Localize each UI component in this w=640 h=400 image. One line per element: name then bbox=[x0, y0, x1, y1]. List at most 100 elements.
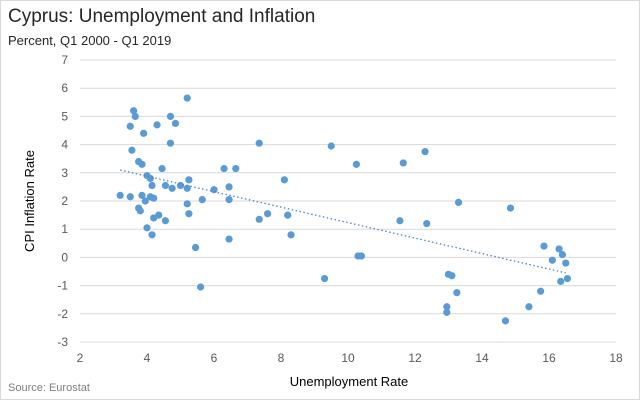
x-tick-label: 2 bbox=[77, 351, 84, 365]
data-point bbox=[396, 217, 404, 225]
data-point bbox=[357, 252, 365, 260]
data-point bbox=[506, 204, 515, 212]
data-point bbox=[225, 183, 233, 191]
data-point bbox=[443, 308, 451, 316]
x-tick-labels: 2 4 6 8 10 12 14 16 18 bbox=[77, 351, 623, 365]
data-point bbox=[423, 219, 431, 228]
chart-source: Source: Eurostat bbox=[8, 382, 90, 394]
data-point bbox=[448, 272, 456, 280]
chart-subtitle: Percent, Q1 2000 - Q1 2019 bbox=[8, 33, 172, 48]
y-tick-label: 6 bbox=[61, 81, 68, 95]
data-point bbox=[210, 186, 218, 194]
chart-title: Cyprus: Unemployment and Inflation bbox=[8, 6, 316, 27]
data-point bbox=[555, 245, 563, 253]
data-point bbox=[327, 142, 335, 150]
data-point bbox=[453, 289, 461, 297]
data-point bbox=[161, 181, 170, 190]
grid-lines bbox=[80, 59, 616, 343]
data-point bbox=[183, 184, 191, 192]
x-tick-label: 16 bbox=[542, 351, 556, 365]
data-point bbox=[166, 112, 175, 120]
data-point bbox=[540, 242, 548, 250]
data-point bbox=[128, 146, 136, 154]
data-point bbox=[280, 176, 288, 184]
y-tick-label: -3 bbox=[57, 335, 68, 349]
data-point bbox=[557, 277, 565, 285]
data-point bbox=[548, 256, 556, 264]
data-point bbox=[185, 210, 193, 218]
data-point bbox=[563, 274, 572, 283]
data-point bbox=[255, 139, 263, 147]
data-point bbox=[166, 139, 175, 147]
data-point bbox=[148, 181, 156, 190]
data-point bbox=[537, 287, 545, 295]
x-tick-label: 6 bbox=[211, 351, 218, 365]
data-point bbox=[161, 217, 170, 225]
y-tick-label: 5 bbox=[61, 109, 68, 123]
y-tick-label: 2 bbox=[61, 194, 68, 208]
data-point bbox=[399, 159, 407, 167]
y-tick-label: 3 bbox=[61, 166, 68, 180]
data-point bbox=[191, 243, 200, 252]
data-point bbox=[558, 250, 567, 259]
data-point bbox=[116, 191, 124, 199]
data-point bbox=[232, 164, 240, 173]
data-point bbox=[140, 129, 148, 137]
y-tick-label: 4 bbox=[61, 138, 68, 152]
y-tick-label: -1 bbox=[57, 279, 68, 293]
data-point bbox=[225, 235, 233, 243]
data-point bbox=[148, 231, 156, 239]
data-point bbox=[126, 122, 134, 130]
data-point bbox=[197, 283, 205, 291]
y-tick-label: 1 bbox=[61, 222, 68, 236]
data-point bbox=[150, 194, 158, 202]
data-point bbox=[138, 191, 146, 199]
data-point bbox=[138, 160, 146, 168]
x-tick-label: 12 bbox=[408, 351, 422, 365]
data-point bbox=[255, 215, 263, 223]
data-point bbox=[198, 195, 206, 204]
data-point bbox=[562, 259, 570, 267]
data-point bbox=[501, 317, 510, 325]
data-point bbox=[153, 121, 161, 129]
y-tick-label: 7 bbox=[61, 53, 68, 67]
x-tick-label: 8 bbox=[278, 351, 285, 365]
y-tick-label: 0 bbox=[61, 250, 68, 264]
data-point bbox=[185, 176, 193, 184]
data-point bbox=[220, 164, 228, 173]
x-axis-label: Unemployment Rate bbox=[290, 374, 409, 389]
data-point bbox=[126, 193, 134, 201]
data-point bbox=[143, 224, 151, 232]
data-point bbox=[284, 211, 292, 219]
data-point bbox=[525, 303, 533, 311]
data-point bbox=[158, 164, 166, 173]
data-point bbox=[155, 211, 163, 219]
data-point bbox=[264, 210, 272, 218]
data-point bbox=[225, 195, 233, 204]
data-point bbox=[171, 119, 180, 128]
data-point bbox=[421, 148, 429, 156]
x-tick-label: 4 bbox=[144, 351, 151, 365]
trendline bbox=[120, 169, 566, 274]
y-tick-labels: -3 -2 -1 0 1 2 3 4 5 6 7 bbox=[57, 53, 68, 349]
data-point bbox=[320, 274, 329, 283]
data-point bbox=[287, 231, 295, 239]
data-point bbox=[183, 200, 191, 208]
x-tick-label: 14 bbox=[475, 351, 489, 365]
data-points bbox=[116, 94, 572, 325]
x-tick-label: 10 bbox=[341, 351, 355, 365]
data-point bbox=[183, 94, 191, 102]
y-axis-label: CPI Inflation Rate bbox=[22, 150, 37, 252]
data-point bbox=[352, 160, 360, 168]
data-point bbox=[168, 184, 176, 192]
data-point bbox=[136, 207, 144, 215]
y-tick-label: -2 bbox=[57, 307, 68, 321]
data-point bbox=[131, 112, 139, 120]
trendline-group bbox=[120, 169, 566, 274]
x-tick-label: 18 bbox=[609, 351, 623, 365]
data-point bbox=[443, 303, 451, 311]
data-point bbox=[454, 198, 463, 207]
data-point bbox=[141, 197, 149, 205]
data-point bbox=[130, 107, 138, 115]
